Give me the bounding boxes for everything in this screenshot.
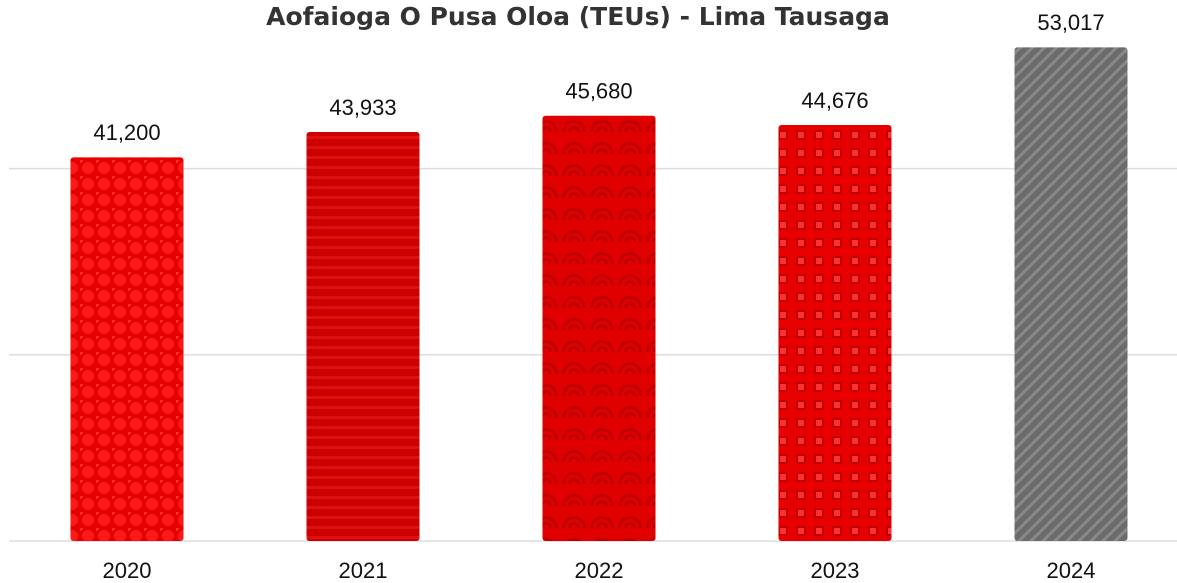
bar [70,157,184,541]
x-tick-label: 2024 [1047,558,1096,583]
x-tick-label: 2022 [575,558,624,583]
value-label: 53,017 [1037,10,1104,35]
value-label: 43,933 [329,95,396,120]
chart-title: Aofaioga O Pusa Oloa (TEUs) - Lima Tausa… [266,2,890,31]
bar [542,115,656,542]
bar [778,125,892,542]
bar [306,131,420,541]
x-tick-label: 2023 [811,558,860,583]
x-tick-label: 2021 [339,558,388,583]
bar [1014,47,1128,542]
x-tick-label: 2020 [103,558,152,583]
value-label: 41,200 [93,120,160,145]
value-label: 44,676 [801,88,868,113]
value-label: 45,680 [565,79,632,104]
